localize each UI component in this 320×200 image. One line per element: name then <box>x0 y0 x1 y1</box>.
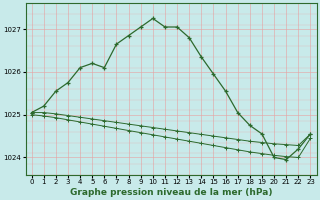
X-axis label: Graphe pression niveau de la mer (hPa): Graphe pression niveau de la mer (hPa) <box>70 188 272 197</box>
